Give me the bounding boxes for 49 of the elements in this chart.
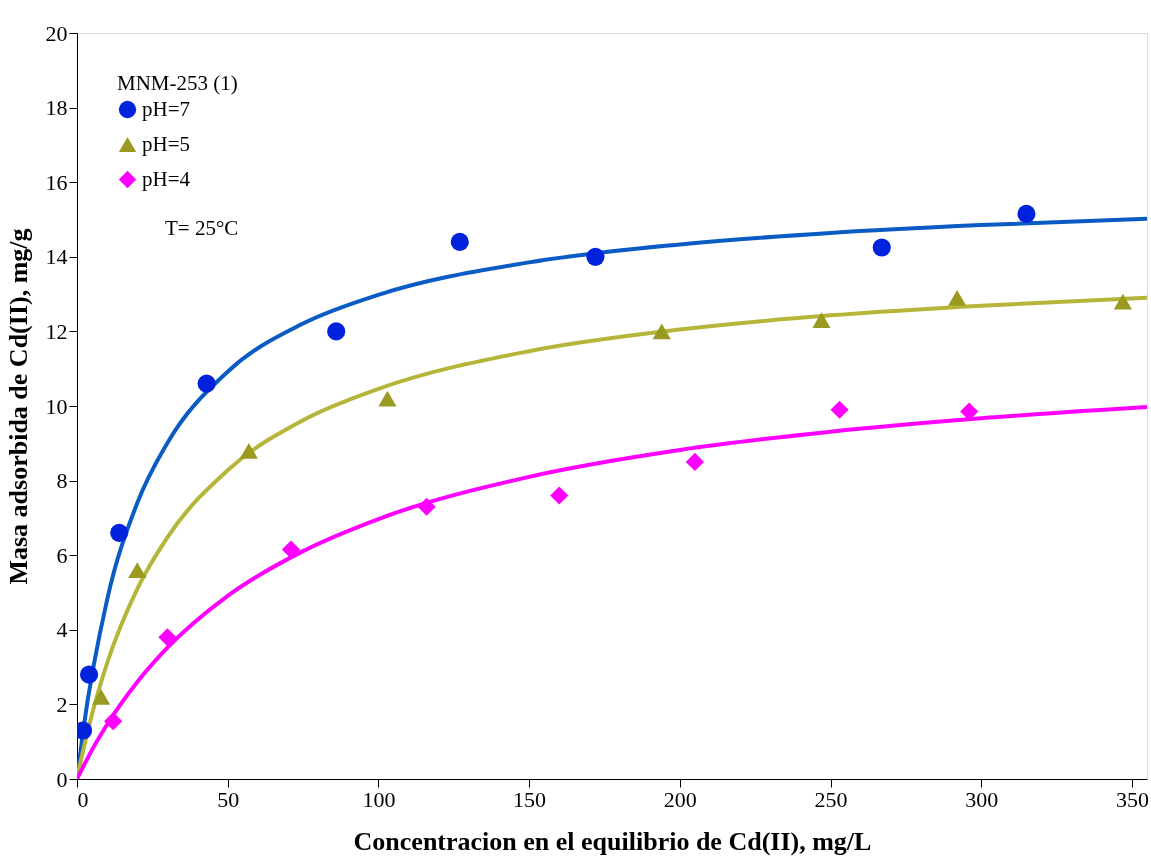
legend-title: MNM-253 (1) xyxy=(117,71,238,95)
x-tick-label: 100 xyxy=(362,786,396,812)
point xyxy=(685,452,704,472)
point xyxy=(417,497,436,516)
y-tick-label: 12 xyxy=(45,318,68,344)
y-tick-label: 18 xyxy=(45,95,68,121)
point xyxy=(378,390,397,407)
y-tick-label: 8 xyxy=(56,468,68,494)
legend-label: pH=5 xyxy=(142,131,191,156)
y-tick-label: 2 xyxy=(56,691,68,717)
y-tick-label: 10 xyxy=(45,393,68,419)
point xyxy=(104,712,123,731)
point xyxy=(1017,204,1036,223)
x-axis-title: Concentracion en el equilibrio de Cd(II), mg/L xyxy=(353,826,872,856)
point xyxy=(872,238,891,257)
point xyxy=(327,322,346,341)
legend-label: pH=4 xyxy=(142,166,191,191)
point xyxy=(110,523,129,542)
point xyxy=(281,540,301,559)
point xyxy=(586,247,605,266)
x-tick-label: 250 xyxy=(814,786,848,812)
point xyxy=(652,323,671,340)
point xyxy=(812,312,831,329)
point xyxy=(79,665,99,684)
legend-label: pH=7 xyxy=(142,96,191,121)
point xyxy=(450,232,469,251)
x-tick-label: 0 xyxy=(77,786,89,812)
y-tick-label: 16 xyxy=(45,169,68,195)
y-tick-label: 14 xyxy=(45,244,68,270)
point xyxy=(92,689,111,705)
y-tick-label: 4 xyxy=(56,617,68,643)
x-tick-label: 350 xyxy=(1115,786,1149,812)
point xyxy=(1113,293,1132,310)
y-tick-label: 6 xyxy=(56,542,68,568)
y-tick-label: 0 xyxy=(56,766,68,792)
point xyxy=(830,400,849,419)
x-tick-label: 150 xyxy=(513,786,547,812)
annotation: T= 25°C xyxy=(165,216,239,240)
x-tick-label: 200 xyxy=(663,786,697,812)
point xyxy=(550,486,569,505)
x-tick-label: 50 xyxy=(217,786,240,812)
y-tick-label: 20 xyxy=(45,20,68,46)
point xyxy=(197,374,216,393)
point xyxy=(239,442,258,459)
point xyxy=(128,562,147,578)
point xyxy=(948,289,967,306)
point xyxy=(158,628,177,647)
x-tick-label: 300 xyxy=(965,786,999,812)
y-axis-title: Masa adsorbida de Cd(II), mg/g xyxy=(3,228,33,585)
